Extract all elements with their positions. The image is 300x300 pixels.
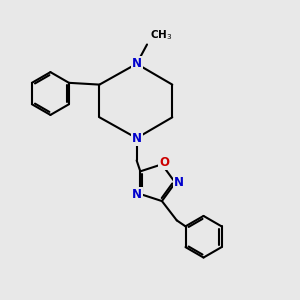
Text: N: N <box>132 57 142 70</box>
Text: N: N <box>132 188 142 201</box>
Text: O: O <box>159 156 169 169</box>
Text: N: N <box>132 132 142 145</box>
Text: CH$_3$: CH$_3$ <box>150 28 172 41</box>
Text: N: N <box>174 176 184 189</box>
